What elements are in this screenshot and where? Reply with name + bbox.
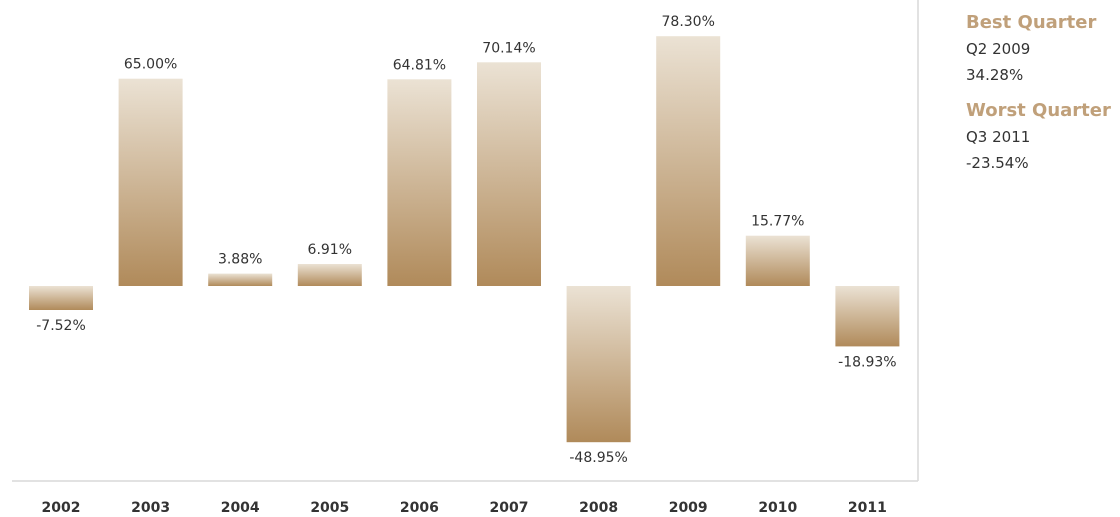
best-quarter-value: 34.28% <box>966 66 1024 84</box>
bar-2003 <box>118 78 183 286</box>
bar-2010 <box>745 235 810 286</box>
category-label-2010: 2010 <box>758 500 797 516</box>
quarter-summary: Best Quarter Q2 2009 34.28% Worst Quarte… <box>966 10 1120 176</box>
value-label-2011: -18.93% <box>838 354 896 370</box>
value-label-2002: -7.52% <box>36 318 86 334</box>
value-label-2006: 64.81% <box>393 57 446 73</box>
category-label-2004: 2004 <box>221 500 260 516</box>
value-label-2004: 3.88% <box>218 252 262 268</box>
category-label-2006: 2006 <box>400 500 439 516</box>
category-label-2005: 2005 <box>310 500 349 516</box>
worst-quarter-heading: Worst Quarter <box>966 100 1111 121</box>
category-label-2011: 2011 <box>848 500 887 516</box>
best-quarter-period: Q2 2009 <box>966 40 1031 58</box>
bars-group <box>29 36 900 443</box>
worst-quarter-block: Worst Quarter Q3 2011 -23.54% <box>966 98 1120 176</box>
chart-axes <box>12 0 919 482</box>
category-label-2009: 2009 <box>669 500 708 516</box>
worst-quarter-value: -23.54% <box>966 154 1029 172</box>
value-label-2003: 65.00% <box>124 57 177 73</box>
bar-2011 <box>835 286 900 347</box>
value-label-2005: 6.91% <box>308 242 352 258</box>
value-label-2008: -48.95% <box>569 450 627 466</box>
category-label-2002: 2002 <box>42 500 81 516</box>
worst-quarter-period: Q3 2011 <box>966 128 1031 146</box>
bar-2007 <box>477 62 541 286</box>
category-label-2003: 2003 <box>131 500 170 516</box>
value-labels-group: -7.52% 65.00% 3.88% 6.91% 64.81% 70.14% -48.95… <box>36 14 896 466</box>
bar-2009 <box>656 36 721 287</box>
bar-2004 <box>208 273 273 286</box>
bar-2006 <box>387 79 452 286</box>
best-quarter-block: Best Quarter Q2 2009 34.28% <box>966 10 1120 88</box>
value-label-2009: 78.30% <box>662 14 715 30</box>
bar-chart: -7.52% 65.00% 3.88% 6.91% 64.81% 70.14% -48.95… <box>12 0 919 516</box>
bar-2008 <box>566 286 631 443</box>
value-label-2007: 70.14% <box>482 40 535 56</box>
bar-2002 <box>29 286 93 310</box>
category-labels-group: 2002 2003 2004 2005 2006 2007 2008 2009 2010 2011 <box>42 500 887 516</box>
bar-2005 <box>297 264 362 286</box>
value-label-2010: 15.77% <box>751 214 804 230</box>
best-quarter-heading: Best Quarter <box>966 12 1097 33</box>
category-label-2007: 2007 <box>490 500 529 516</box>
category-label-2008: 2008 <box>579 500 618 516</box>
